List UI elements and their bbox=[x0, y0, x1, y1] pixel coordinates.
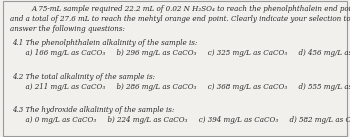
Text: 4.1 The phenolphthalein alkalinity of the sample is:: 4.1 The phenolphthalein alkalinity of th… bbox=[12, 39, 197, 47]
Text: a) 166 mg/L as CaCO₃     b) 296 mg/L as CaCO₃     c) 325 mg/L as CaCO₃     d) 45: a) 166 mg/L as CaCO₃ b) 296 mg/L as CaCO… bbox=[12, 49, 350, 57]
Text: A 75-mL sample required 22.2 mL of 0.02 N H₂SO₄ to reach the phenolphthalein end: A 75-mL sample required 22.2 mL of 0.02 … bbox=[32, 5, 350, 13]
Text: and a total of 27.6 mL to reach the mehtyl orange end point. Clearly indicate yo: and a total of 27.6 mL to reach the meht… bbox=[10, 15, 350, 23]
Text: answer the following questions:: answer the following questions: bbox=[10, 25, 125, 33]
Text: a) 211 mg/L as CaCO₃     b) 286 mg/L as CaCO₃     c) 368 mg/L as CaCO₃     d) 55: a) 211 mg/L as CaCO₃ b) 286 mg/L as CaCO… bbox=[12, 82, 350, 91]
Text: 4.3 The hydroxide alkalinity of the sample is:: 4.3 The hydroxide alkalinity of the samp… bbox=[12, 106, 175, 115]
Text: a) 0 mg/L as CaCO₃     b) 224 mg/L as CaCO₃     c) 394 mg/L as CaCO₃     d) 582 : a) 0 mg/L as CaCO₃ b) 224 mg/L as CaCO₃ … bbox=[12, 116, 350, 124]
Text: 4.2 The total alkalinity of the sample is:: 4.2 The total alkalinity of the sample i… bbox=[12, 73, 155, 81]
